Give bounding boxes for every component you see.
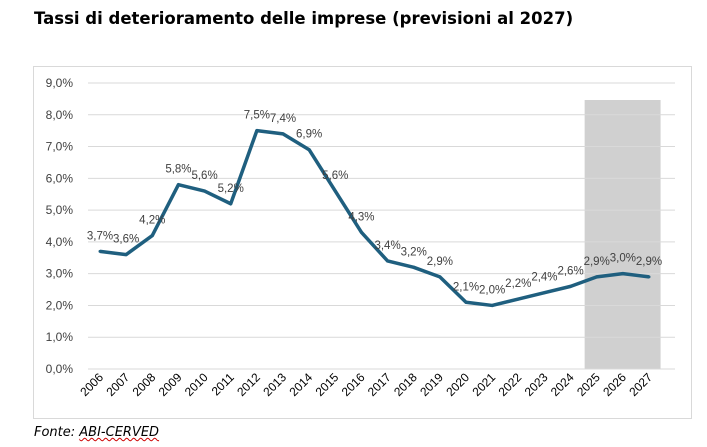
data-point <box>124 253 128 257</box>
x-tick-label: 2011 <box>209 370 237 398</box>
y-tick-label: 2,0% <box>46 298 74 312</box>
data-label: 7,4% <box>270 113 296 125</box>
x-tick-label: 2020 <box>443 370 472 399</box>
data-label: 2,9% <box>636 256 662 268</box>
data-point <box>542 291 546 295</box>
source-prefix: Fonte: <box>34 425 80 440</box>
x-tick-label: 2015 <box>313 370 342 399</box>
x-tick-label: 2009 <box>156 370 185 399</box>
x-tick-label: 2014 <box>286 370 315 399</box>
data-label: 5,6% <box>322 170 348 182</box>
source-note: Fonte: ABI-CERVED <box>34 425 159 440</box>
y-tick-label: 0,0% <box>46 362 74 376</box>
data-point <box>176 183 180 187</box>
series-line <box>99 128 650 308</box>
y-tick-label: 9,0% <box>46 76 74 90</box>
data-point <box>255 129 259 133</box>
data-label: 3,7% <box>87 230 113 242</box>
data-point <box>386 259 390 263</box>
x-tick-label: 2006 <box>77 370 106 399</box>
y-tick-label: 4,0% <box>46 235 74 249</box>
data-point <box>647 275 651 279</box>
x-tick-label: 2013 <box>260 370 289 399</box>
x-tick-label: 2027 <box>626 370 655 399</box>
data-label: 3,2% <box>401 246 427 258</box>
data-point <box>438 275 442 279</box>
x-tick-label: 2016 <box>339 370 368 399</box>
x-tick-label: 2023 <box>522 370 551 399</box>
x-tick-label: 2010 <box>182 370 211 399</box>
data-point <box>150 234 154 238</box>
data-label: 4,2% <box>139 215 165 227</box>
chart-frame <box>33 66 692 419</box>
data-point <box>569 284 573 288</box>
x-tick-label: 2007 <box>103 370 132 399</box>
data-label: 4,3% <box>348 211 374 223</box>
data-point <box>412 265 416 269</box>
data-label: 3,0% <box>610 253 636 265</box>
data-label: 3,6% <box>113 234 139 246</box>
x-tick-label: 2025 <box>574 370 603 399</box>
x-tick-label: 2008 <box>130 370 159 399</box>
y-tick-label: 7,0% <box>46 140 74 154</box>
data-point <box>281 132 285 136</box>
data-point <box>516 297 520 301</box>
y-tick-label: 3,0% <box>46 267 74 281</box>
y-tick-label: 8,0% <box>46 108 74 122</box>
data-label: 2,0% <box>479 284 505 296</box>
x-tick-label: 2026 <box>600 370 629 399</box>
y-tick-label: 5,0% <box>46 203 74 217</box>
data-point <box>333 189 337 193</box>
data-point <box>621 272 625 276</box>
x-tick-label: 2017 <box>365 370 394 399</box>
x-tick-label: 2024 <box>548 370 577 399</box>
data-label: 5,2% <box>218 183 244 195</box>
x-tick-label: 2018 <box>391 370 420 399</box>
data-point <box>98 249 102 253</box>
y-tick-label: 1,0% <box>46 330 74 344</box>
data-label: 7,5% <box>244 110 270 122</box>
data-label: 3,4% <box>374 240 400 252</box>
data-label: 2,4% <box>531 272 557 284</box>
y-tick-label: 6,0% <box>46 171 74 185</box>
x-tick-label: 2021 <box>469 370 498 399</box>
data-point <box>203 189 207 193</box>
data-label: 2,9% <box>584 256 610 268</box>
data-point <box>359 230 363 234</box>
data-label: 5,8% <box>165 164 191 176</box>
data-label: 6,9% <box>296 129 322 141</box>
forecast-band <box>584 100 661 369</box>
data-point <box>229 202 233 206</box>
data-point <box>464 300 468 304</box>
data-label: 5,6% <box>191 170 217 182</box>
x-tick-label: 2022 <box>496 370 525 399</box>
data-label: 2,2% <box>505 278 531 290</box>
source-name: ABI-CERVED <box>79 425 160 440</box>
data-point <box>595 275 599 279</box>
data-point <box>490 303 494 307</box>
data-point <box>307 148 311 152</box>
chart-title: Tassi di deterioramento delle imprese (p… <box>34 9 574 28</box>
x-tick-label: 2012 <box>234 370 263 399</box>
data-label: 2,9% <box>427 256 453 268</box>
x-tick-label: 2019 <box>417 370 446 399</box>
data-label: 2,6% <box>557 265 583 277</box>
data-label: 2,1% <box>453 281 479 293</box>
